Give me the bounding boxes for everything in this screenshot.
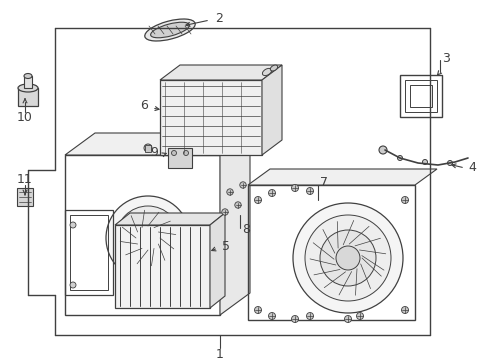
Ellipse shape [18,84,38,92]
Circle shape [183,150,188,156]
Circle shape [143,144,152,152]
Circle shape [254,197,261,203]
Text: 9: 9 [150,147,158,159]
Text: 3: 3 [441,51,449,64]
Circle shape [319,230,375,286]
Circle shape [268,312,275,320]
Bar [145,145,151,152]
Circle shape [378,146,386,154]
Text: 11: 11 [17,174,33,186]
Text: 10: 10 [17,112,33,125]
Circle shape [306,312,313,320]
Circle shape [226,189,233,195]
Text: 7: 7 [319,176,327,189]
Bar [404,80,436,112]
Circle shape [171,150,176,156]
Bar [115,225,209,308]
Bar [70,215,108,290]
Text: 5: 5 [222,239,229,252]
Circle shape [239,182,245,188]
Circle shape [116,206,180,270]
Ellipse shape [150,22,189,38]
Circle shape [292,203,402,313]
Circle shape [335,246,359,270]
Circle shape [130,220,165,256]
Circle shape [70,222,76,228]
Circle shape [306,188,313,194]
Circle shape [291,184,298,192]
Circle shape [305,215,390,301]
Ellipse shape [24,73,32,78]
Ellipse shape [270,65,277,71]
Bar [18,88,38,106]
Circle shape [222,209,228,215]
Circle shape [397,156,402,161]
Circle shape [268,189,275,197]
Circle shape [291,315,298,323]
Polygon shape [115,213,224,225]
Bar [160,80,262,155]
Bar [409,85,431,107]
Bar [65,155,220,315]
Circle shape [254,306,261,314]
Polygon shape [65,133,249,155]
Text: 8: 8 [242,224,249,237]
Ellipse shape [144,19,195,41]
Polygon shape [262,65,282,155]
Text: 2: 2 [215,12,223,24]
Bar [24,76,32,88]
Text: 4: 4 [467,162,475,175]
Polygon shape [220,133,249,315]
Circle shape [106,196,190,280]
Circle shape [344,315,351,323]
Bar [168,148,192,168]
Circle shape [447,161,451,166]
Circle shape [356,312,363,320]
Bar [65,210,113,295]
Bar [17,188,33,206]
Circle shape [70,282,76,288]
Text: 6: 6 [140,99,148,112]
Polygon shape [209,213,224,308]
Circle shape [422,159,427,165]
Text: 1: 1 [216,348,224,360]
Polygon shape [247,169,436,185]
Circle shape [140,230,156,246]
Circle shape [401,197,407,203]
Circle shape [234,202,241,208]
Ellipse shape [262,68,271,76]
Bar [399,75,441,117]
Bar [247,185,414,320]
Polygon shape [160,65,282,80]
Circle shape [401,306,407,314]
